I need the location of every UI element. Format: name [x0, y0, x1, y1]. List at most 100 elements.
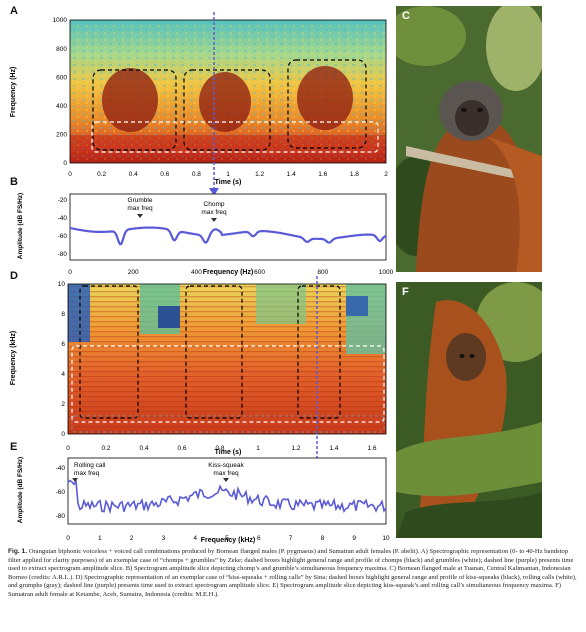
y-tick-label: 6: [61, 341, 65, 348]
y-tick-label: -20: [58, 197, 68, 204]
chomp-annotation-1: Chomp: [204, 201, 225, 208]
photo-flanged-male: C: [396, 6, 542, 272]
y-tick-label: 1000: [53, 17, 68, 24]
x-tick-label: 2: [130, 535, 134, 542]
figure-number: Fig. 1.: [8, 548, 28, 555]
grumble-marker-icon: [137, 214, 143, 218]
y-tick-label: -40: [58, 215, 68, 222]
slice-line-d: [312, 276, 322, 466]
caption-text: Orangutan biphonic voiceless + voiced ca…: [8, 548, 577, 598]
x-tick-label: 1: [256, 445, 260, 452]
kiss-annotation-1: Kiss-squeak: [208, 462, 244, 469]
y-tick-label: -80: [56, 513, 66, 520]
photo-adult-female: F: [396, 282, 542, 538]
panel-b-curve: [69, 226, 387, 246]
panel-b-y-label: Amplitude (dB FS/Hz): [17, 193, 24, 259]
x-tick-label: 8: [321, 535, 325, 542]
x-tick-label: 5: [225, 535, 229, 542]
panel-b-y-ticks: -20 -40 -60 -80: [58, 197, 68, 258]
x-tick-label: 1.2: [255, 171, 264, 178]
x-tick-label: 400: [191, 269, 202, 276]
panel-d-letter: D: [10, 270, 18, 282]
orangutan-male-image: [396, 6, 542, 272]
panel-e-x-ticks: 0 1 2 3 4 5 6 7 8 9 10: [66, 535, 390, 542]
x-tick-label: 0.4: [139, 445, 148, 452]
panel-b-x-ticks: 0 200 400 600 800 1000: [68, 269, 393, 276]
panel-a-spectrogram: 1000 800 600 400 200 0 0 0.2 0.4 0.6 0.8 1 1.2 1.4 1.…: [10, 17, 388, 186]
grumble-annotation-1: Grumble: [128, 197, 153, 204]
panel-e-x-label: Frequency (kHz): [201, 537, 255, 544]
rolling-annotation-1: Rolling call: [74, 462, 106, 469]
panel-c-letter: C: [402, 10, 410, 22]
y-tick-label: 800: [56, 46, 67, 53]
chomp-energy: [102, 66, 353, 132]
x-tick-label: 0.6: [160, 171, 169, 178]
x-tick-label: 1.6: [318, 171, 327, 178]
orangutan-female-image: [396, 282, 542, 538]
x-tick-label: 1: [226, 171, 230, 178]
chomp-boxes: [92, 59, 367, 151]
y-tick-label: 0: [63, 160, 67, 167]
y-tick-label: 600: [56, 74, 67, 81]
slice-line-a: [209, 12, 219, 196]
panel-a-x-ticks: 0 0.2 0.4 0.6 0.8 1 1.2 1.4 1.6 1.8 2: [68, 171, 388, 178]
y-tick-label: 2: [61, 401, 65, 408]
x-tick-label: 10: [382, 535, 390, 542]
panel-d-y-ticks: 10 8 6 4 2 0: [58, 281, 66, 438]
rolling-call-boxes: [71, 345, 385, 423]
x-tick-label: 0.8: [192, 171, 201, 178]
figure-caption: Fig. 1. Orangutan biphonic voiceless + v…: [8, 548, 578, 600]
y-tick-label: 400: [56, 103, 67, 110]
y-tick-label: -60: [58, 233, 68, 240]
panel-a-letter: A: [10, 5, 18, 17]
kiss-squeak-boxes: [79, 285, 341, 419]
rolling-marker-icon: [72, 478, 78, 482]
x-tick-label: 3: [162, 535, 166, 542]
x-tick-label: 0.8: [215, 445, 224, 452]
kiss-annotation-2: max freq: [213, 470, 239, 477]
x-tick-label: 0.2: [101, 445, 110, 452]
panel-d-x-ticks: 0 0.2 0.4 0.6 0.8 1 1.2 1.4 1.6: [66, 445, 377, 452]
chomp-marker-icon: [211, 218, 217, 222]
grumph-boxes: [71, 415, 385, 433]
panel-e-y-label: Amplitude (dB FS/Hz): [17, 457, 24, 523]
panel-e-curve: [67, 479, 387, 515]
panel-a-y-label: Frequency (Hz): [10, 67, 17, 118]
y-tick-label: 0: [61, 431, 65, 438]
y-tick-label: 200: [56, 132, 67, 139]
grumble-annotation-2: max freq: [127, 205, 153, 212]
x-tick-label: 1.8: [350, 171, 359, 178]
x-tick-label: 0: [66, 445, 70, 452]
y-tick-label: -40: [56, 465, 66, 472]
panel-a-x-label: Time (s): [215, 179, 242, 186]
panel-e-amplitude: -40 -60 -80 0 1 2 3 4 5 6 7 8 9 10 Amplitude (dB FS/…: [17, 457, 390, 544]
panel-e-y-ticks: -40 -60 -80: [56, 465, 66, 520]
panel-d-y-label: Frequency (kHz): [10, 331, 17, 385]
y-tick-label: 4: [61, 371, 65, 378]
y-tick-label: 8: [61, 311, 65, 318]
x-tick-label: 2: [384, 171, 388, 178]
x-tick-label: 1.2: [291, 445, 300, 452]
grumble-boxes: [91, 121, 379, 153]
x-tick-label: 4: [193, 535, 197, 542]
y-tick-label: -60: [56, 489, 66, 496]
panel-e-letter: E: [10, 441, 18, 453]
x-tick-label: 6: [257, 535, 261, 542]
x-tick-label: 7: [289, 535, 293, 542]
panel-b-letter: B: [10, 176, 18, 188]
x-tick-label: 1.4: [287, 171, 296, 178]
x-tick-label: 200: [128, 269, 139, 276]
x-tick-label: 0: [68, 171, 72, 178]
x-tick-label: 0: [68, 269, 72, 276]
x-tick-label: 0.6: [177, 445, 186, 452]
y-tick-label: -80: [58, 251, 68, 258]
x-tick-label: 0.4: [129, 171, 138, 178]
x-tick-label: 0.2: [97, 171, 106, 178]
x-tick-label: 1: [98, 535, 102, 542]
y-tick-label: 10: [58, 281, 66, 288]
kiss-marker-icon: [223, 478, 229, 482]
x-tick-label: 9: [352, 535, 356, 542]
x-tick-label: 1.4: [329, 445, 338, 452]
low-energy-regions: [68, 284, 386, 354]
x-tick-label: 1000: [379, 269, 394, 276]
